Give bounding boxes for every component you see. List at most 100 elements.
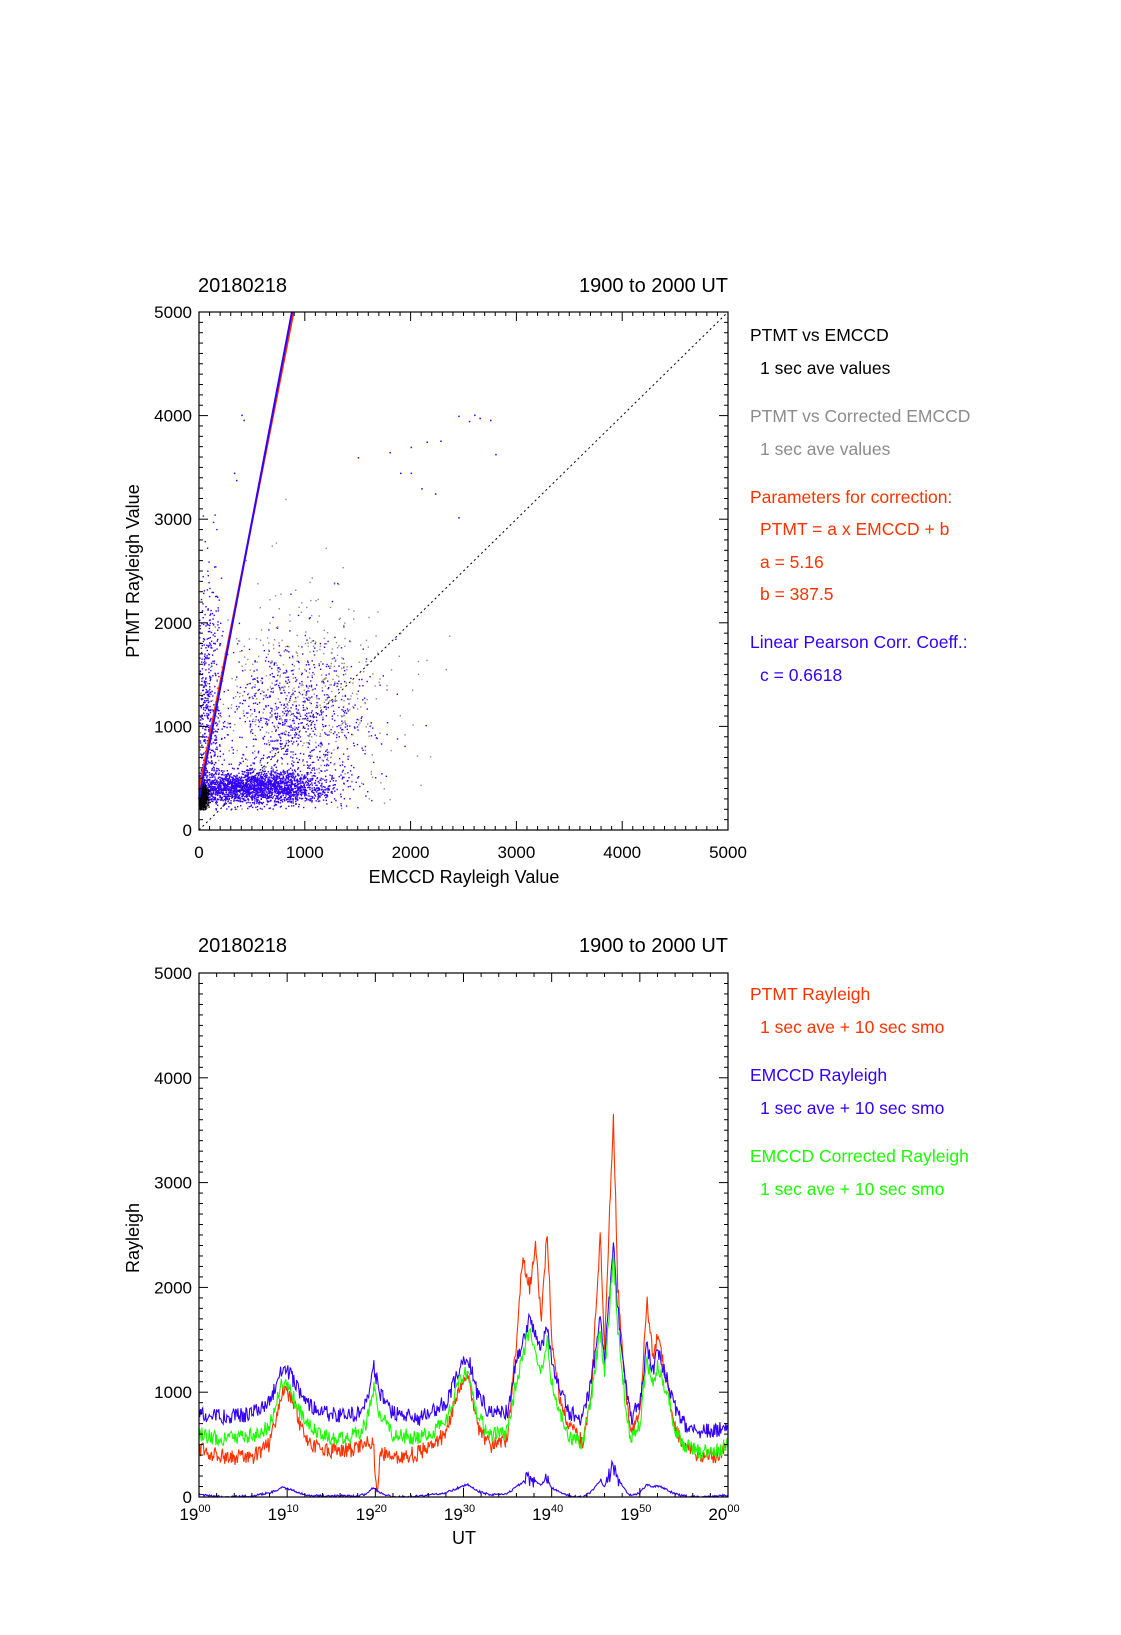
scatter-point: [280, 799, 283, 802]
scatter-point: [204, 772, 206, 775]
scatter-point: [242, 760, 244, 763]
scatter-point: [206, 714, 208, 717]
scatter-point: [226, 808, 228, 810]
scatter-point: [294, 782, 296, 785]
scatter-point: [290, 726, 292, 728]
scatter-point: [342, 769, 344, 772]
scatter-point: [337, 715, 339, 717]
scatter-point: [296, 716, 298, 718]
scatter-point: [218, 721, 220, 723]
scatter-point: [212, 750, 215, 753]
scatter-point: [205, 677, 207, 679]
scatter-point: [256, 783, 258, 785]
scatter-point: [256, 669, 258, 671]
scatter-point: [307, 642, 309, 644]
scatter-point: [289, 620, 291, 622]
scatter-point: [245, 799, 247, 801]
scatter-point: [283, 797, 286, 799]
scatter-point: [212, 521, 215, 524]
scatter-point: [263, 735, 266, 738]
scatter-point: [234, 711, 236, 713]
scatter-point: [236, 793, 239, 796]
scatter-point: [268, 741, 270, 744]
scatter-point: [200, 598, 203, 601]
scatter-point: [257, 788, 259, 790]
scatter-point: [232, 697, 235, 699]
scatter-point: [203, 639, 206, 641]
scatter-point: [255, 774, 257, 776]
scatter-point: [265, 718, 268, 720]
scatter-point: [381, 773, 383, 775]
scatter-point: [302, 701, 304, 703]
scatter-point: [240, 805, 242, 807]
scatter-point: [226, 653, 229, 656]
scatter-point: [202, 640, 205, 643]
scatter-point: [321, 786, 323, 788]
scatter-point: [316, 698, 318, 700]
scatter-point: [213, 624, 215, 626]
scatter-point: [367, 791, 369, 793]
scatter-point: [254, 693, 256, 695]
scatter-point: [310, 684, 313, 687]
scatter-point: [201, 622, 203, 625]
scatter-point: [215, 721, 217, 724]
scatter-point: [326, 769, 328, 771]
scatter-point: [375, 777, 377, 779]
scatter-point: [254, 777, 256, 779]
scatter-point: [296, 789, 299, 791]
scatter-point: [299, 682, 301, 685]
scatter-point: [261, 795, 263, 797]
scatter-reference-line: [198, 311, 729, 831]
scatter-point: [252, 771, 254, 773]
scatter-point: [206, 716, 209, 718]
scatter-point: [263, 691, 265, 693]
scatter-point: [224, 784, 226, 787]
scatter-point: [291, 775, 293, 778]
scatter-point: [328, 687, 330, 689]
scatter-point: [490, 419, 492, 422]
scatter-point: [316, 704, 318, 707]
scatter-point: [256, 677, 259, 679]
scatter-point: [300, 673, 303, 676]
scatter-x-tick-label: 3000: [497, 843, 535, 862]
scatter-point: [293, 720, 295, 722]
scatter-point: [208, 642, 211, 644]
scatter-point: [295, 716, 297, 718]
scatter-point: [258, 788, 260, 791]
scatter-point: [223, 759, 225, 761]
scatter-point: [249, 776, 251, 778]
scatter-point: [288, 786, 290, 788]
scatter-point: [280, 732, 282, 735]
scatter-point: [201, 799, 204, 801]
scatter-point: [276, 778, 279, 780]
scatter-point: [325, 547, 327, 550]
scatter-point: [303, 791, 305, 794]
scatter-point: [347, 786, 350, 788]
scatter-point: [258, 688, 260, 691]
scatter-point: [261, 790, 263, 792]
scatter-point: [260, 758, 263, 760]
scatter-point: [238, 779, 241, 781]
scatter-point: [292, 788, 294, 790]
scatter-point: [203, 623, 205, 626]
scatter-point: [326, 763, 328, 765]
scatter-point: [214, 742, 217, 745]
scatter-point: [203, 702, 205, 704]
scatter-point: [322, 793, 324, 795]
scatter-point: [263, 805, 266, 808]
scatter-point: [278, 686, 281, 689]
scatter-point: [210, 783, 212, 785]
scatter-point: [320, 741, 322, 744]
scatter-point: [325, 674, 327, 676]
scatter-point: [268, 797, 270, 799]
scatter-point: [295, 680, 297, 683]
scatter-point: [260, 773, 262, 776]
scatter-point: [273, 785, 275, 787]
scatter-point: [333, 798, 336, 800]
scatter-point: [273, 748, 275, 751]
scatter-point: [199, 802, 201, 804]
scatter-point: [265, 731, 268, 733]
scatter-point: [218, 790, 220, 792]
scatter-point: [254, 778, 257, 780]
scatter-point: [285, 753, 287, 755]
